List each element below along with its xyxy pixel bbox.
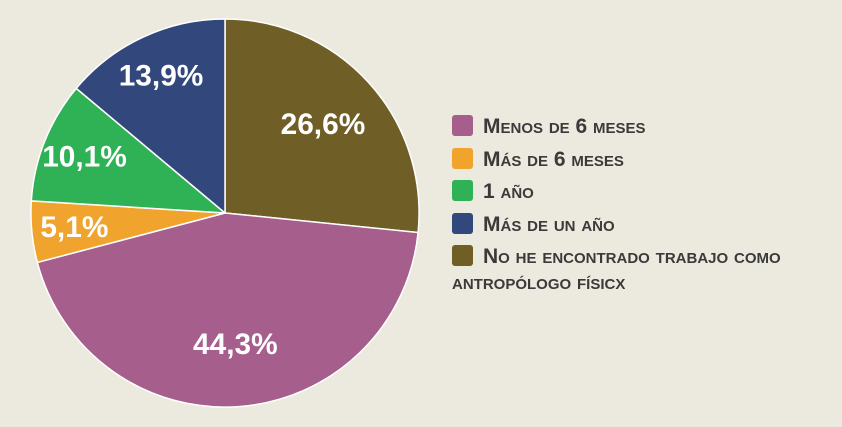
pie-chart: 26,6% 44,3% 5,1% 10,1% 13,9% xyxy=(30,18,420,408)
pie-slice-1 xyxy=(36,212,419,408)
legend-label: Más de un año xyxy=(483,212,615,236)
pie-value-label-4: 13,9% xyxy=(119,59,204,92)
pie-value-label-3: 10,1% xyxy=(42,140,127,173)
pie-value-label-0: 26,6% xyxy=(281,108,366,141)
legend-label: Más de 6 meses xyxy=(483,147,624,171)
legend-swatch xyxy=(452,212,473,234)
legend-swatch xyxy=(452,147,473,169)
legend-swatch xyxy=(452,245,473,267)
pie-slice-0 xyxy=(224,18,420,234)
legend-label: 1 año xyxy=(483,180,534,204)
legend: Menos de 6 meses Más de 6 meses 1 año Má… xyxy=(452,114,804,303)
pie-value-label-1: 44,3% xyxy=(193,328,278,361)
pie-value-label-2: 5,1% xyxy=(40,211,108,244)
legend-label: Menos de 6 meses xyxy=(483,115,646,138)
legend-swatch xyxy=(452,115,473,136)
legend-item: No he encontrado trabajo como antropólog… xyxy=(452,244,804,295)
legend-label: No he encontrado trabajo como antropólog… xyxy=(452,245,781,295)
legend-item: Más de 6 meses xyxy=(452,147,804,173)
legend-item: Menos de 6 meses xyxy=(452,114,804,140)
legend-item: 1 año xyxy=(452,179,804,205)
pie-slice-3 xyxy=(30,87,226,214)
legend-swatch xyxy=(452,180,473,202)
legend-item: Más de un año xyxy=(452,212,804,238)
pie-slice-4 xyxy=(75,18,226,214)
